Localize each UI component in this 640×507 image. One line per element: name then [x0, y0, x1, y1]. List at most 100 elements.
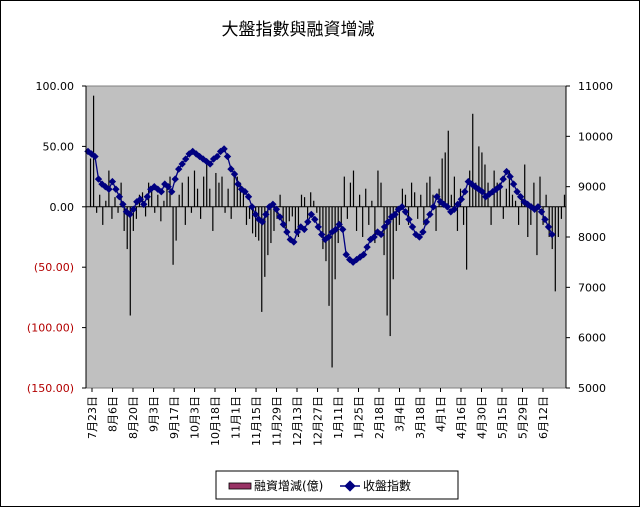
bar — [557, 206, 559, 237]
bar — [432, 194, 434, 207]
bar — [99, 194, 101, 207]
line-point — [377, 230, 385, 239]
right-tick-label: 7000 — [578, 281, 606, 294]
bar — [261, 206, 263, 312]
bar-series — [89, 95, 566, 368]
line-point — [537, 208, 546, 216]
x-tick-label: 3月18日 — [414, 396, 427, 439]
bar — [505, 188, 507, 207]
bar — [282, 206, 284, 225]
bar — [551, 206, 553, 250]
x-tick-label: 9月3日 — [148, 396, 161, 432]
bar — [530, 206, 532, 225]
bar — [377, 170, 379, 207]
right-tick-label: 9000 — [578, 181, 606, 194]
bar — [496, 182, 498, 207]
x-tick-label: 5月29日 — [517, 396, 530, 439]
bar — [386, 206, 388, 316]
bar — [255, 206, 257, 237]
bar — [401, 188, 404, 207]
right-axis: 11000 10000 9000 8000 7000 6000 5000 — [565, 80, 613, 395]
left-tick-label: 100.00 — [36, 80, 75, 93]
bar — [151, 188, 153, 207]
bar — [444, 152, 446, 207]
bar — [96, 206, 98, 213]
bar — [236, 176, 238, 207]
x-tick-label: 3月4日 — [394, 396, 407, 432]
line-point — [105, 185, 113, 193]
bar — [154, 206, 156, 213]
line-point — [429, 203, 438, 211]
bar — [365, 188, 367, 207]
left-tick-label: 50.00 — [43, 140, 75, 153]
x-tick-label: 5月15日 — [496, 396, 509, 439]
bar — [120, 182, 122, 207]
bar — [334, 206, 336, 280]
line-point — [94, 175, 103, 183]
bar — [230, 206, 232, 219]
bar — [426, 182, 428, 207]
line-point — [548, 230, 556, 239]
legend-box — [215, 470, 459, 500]
bar — [355, 206, 358, 231]
bar — [251, 206, 254, 234]
bar — [181, 182, 183, 207]
bar — [294, 206, 296, 231]
bar — [447, 130, 449, 207]
bar — [242, 188, 245, 207]
bar — [527, 206, 529, 237]
x-tick-label: 1月25日 — [353, 396, 366, 439]
bar — [233, 170, 235, 207]
bar — [404, 194, 407, 207]
bar — [349, 182, 352, 207]
line-point — [325, 233, 333, 241]
line-point — [398, 203, 406, 211]
line-point — [119, 200, 127, 208]
bar — [172, 206, 174, 265]
x-tick-label: 8月20日 — [127, 396, 140, 439]
right-tick-label: 11000 — [578, 80, 613, 93]
bar — [475, 182, 477, 207]
right-tick-label: 6000 — [578, 332, 606, 345]
x-tick-label: 2月18日 — [373, 396, 386, 439]
line-point — [415, 233, 424, 241]
bar — [371, 200, 373, 207]
line-point — [342, 250, 350, 259]
bar — [209, 188, 211, 207]
bar — [215, 172, 217, 207]
line-point — [227, 165, 235, 173]
bar — [481, 152, 483, 207]
bar — [518, 206, 520, 225]
bar — [187, 176, 189, 207]
bar — [313, 200, 315, 207]
bar — [300, 194, 303, 207]
bar — [389, 206, 391, 337]
line-point — [401, 208, 410, 216]
x-tick-label: 9月17日 — [168, 396, 181, 439]
x-axis: 7月23日 8月6日 8月20日 9月3日 9月17日 10月3日 10月18日 11月1日 1… — [86, 388, 550, 446]
bar — [554, 206, 556, 292]
legend: 融資增減(億) 收盤指數 — [215, 470, 459, 500]
line-point — [318, 230, 326, 239]
legend-bar-swatch — [228, 482, 252, 490]
left-tick-label: (100.00) — [27, 322, 74, 335]
line-point — [213, 152, 221, 161]
right-tick-label: 8000 — [578, 231, 606, 244]
bar — [319, 206, 321, 225]
bar — [539, 176, 541, 207]
bar — [423, 206, 425, 225]
bar — [499, 182, 501, 207]
line-point — [269, 200, 277, 208]
bar — [352, 170, 355, 207]
bar — [297, 206, 300, 237]
line-series — [84, 145, 556, 266]
bar — [502, 206, 504, 219]
bar — [132, 206, 134, 231]
x-tick-label: 10月3日 — [189, 396, 202, 439]
bar — [316, 206, 318, 213]
bar — [484, 164, 486, 207]
x-tick-label: 10月18日 — [209, 396, 222, 446]
bar — [453, 176, 455, 207]
bar — [184, 206, 186, 225]
